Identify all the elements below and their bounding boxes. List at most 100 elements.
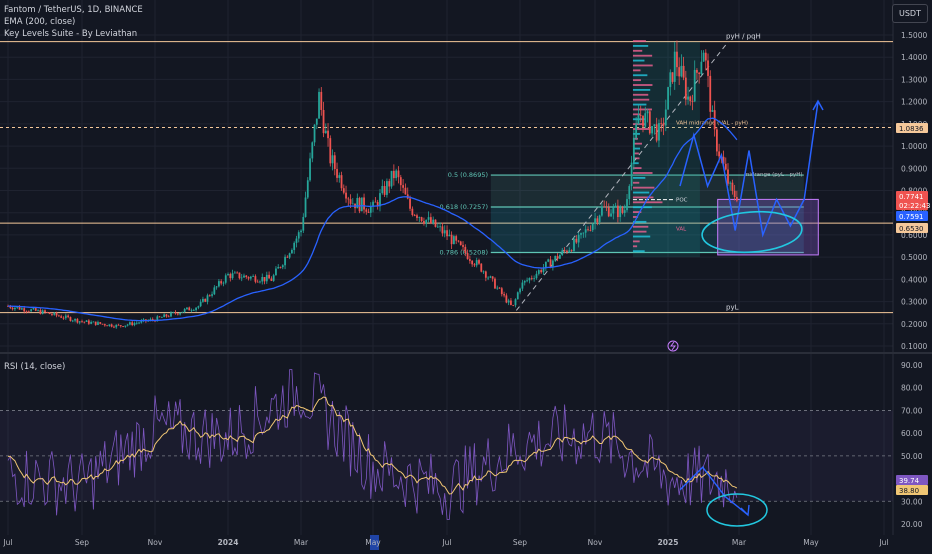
volume-bar <box>632 79 641 82</box>
candle-body <box>448 234 451 237</box>
candle-body <box>478 260 480 264</box>
candle-body <box>507 300 510 303</box>
candle-body <box>425 219 428 224</box>
candle-body <box>591 223 594 231</box>
candle-body <box>397 170 400 178</box>
candle-body <box>632 137 635 163</box>
annotation-pyH: pyH / pqH <box>726 33 761 41</box>
candle-body <box>676 51 678 68</box>
candle-body <box>172 312 175 313</box>
candle-body <box>381 186 384 194</box>
rsi-tag-label: 38.80 <box>899 487 919 495</box>
candle-body <box>707 60 709 76</box>
candle-body <box>55 312 58 316</box>
volume-bar <box>632 220 647 223</box>
candle-body <box>218 281 220 287</box>
candle-body <box>181 311 184 313</box>
candle-body <box>630 162 633 187</box>
candle-body <box>99 322 102 324</box>
candle-body <box>411 208 414 215</box>
price-tick-label: 0.1000 <box>901 342 927 351</box>
candle-body <box>484 271 487 278</box>
candle-body <box>351 203 354 205</box>
candle-body <box>41 310 44 314</box>
candle-body <box>202 298 204 302</box>
candle-body <box>498 287 501 289</box>
candle-body <box>516 292 519 300</box>
candle-body <box>601 206 603 216</box>
candle-body <box>580 233 582 235</box>
candle-body <box>254 276 257 282</box>
candle-body <box>423 221 425 224</box>
candle-body <box>418 217 421 218</box>
candle-body <box>293 242 296 250</box>
candle-body <box>718 151 721 157</box>
candle-body <box>240 277 243 279</box>
candle-body <box>315 118 318 125</box>
candle-body <box>140 320 143 323</box>
candle-body <box>568 250 571 253</box>
volume-bar <box>632 69 641 72</box>
candle-body <box>459 241 462 246</box>
price-tag-bg <box>896 123 928 133</box>
price-tick-label: 1.0000 <box>901 142 927 151</box>
candle-body <box>367 211 370 213</box>
volume-bar <box>632 128 651 130</box>
price-tick-label: 1.2000 <box>901 98 927 107</box>
volume-bar <box>632 59 645 62</box>
candle-body <box>621 207 624 213</box>
candle-body <box>500 288 503 295</box>
candle-body <box>126 324 129 326</box>
candle-body <box>231 273 234 279</box>
candle-body <box>108 324 111 327</box>
candle-body <box>386 181 388 195</box>
candle-body <box>628 186 631 200</box>
candle-body <box>256 281 259 283</box>
candle-body <box>78 321 81 323</box>
volume-bar <box>632 167 642 170</box>
candle-body <box>133 323 136 326</box>
candle-body <box>249 276 252 279</box>
candle-body <box>598 215 601 223</box>
candle-body <box>131 322 134 326</box>
candle-body <box>320 91 323 110</box>
candle-body <box>530 278 533 279</box>
ema-line <box>8 117 738 322</box>
candle-body <box>466 253 469 260</box>
candle-body <box>664 109 667 126</box>
currency-button[interactable]: USDT <box>892 4 928 23</box>
candle-body <box>60 316 63 318</box>
candle-body <box>57 315 60 317</box>
candle-body <box>297 232 300 239</box>
candle-body <box>9 306 12 308</box>
candle-body <box>547 259 550 262</box>
candle-body <box>163 314 166 318</box>
candle-body <box>434 219 437 227</box>
candle-body <box>704 52 707 61</box>
candle-body <box>281 265 284 268</box>
candle-body <box>215 286 218 288</box>
candle-body <box>151 319 154 321</box>
candle-body <box>195 307 197 311</box>
candle-body <box>342 188 345 193</box>
candle-body <box>333 155 336 169</box>
volume-bar <box>632 191 650 194</box>
rsi-tick-label: 50.00 <box>901 452 923 461</box>
annotation-fib_0618: 0.618 (0.7257) <box>440 203 489 211</box>
candle-body <box>491 276 494 279</box>
candle-body <box>69 317 72 321</box>
candle-body <box>540 270 543 273</box>
candle-body <box>684 77 687 100</box>
candle-body <box>62 317 65 319</box>
candle-body <box>494 278 496 289</box>
candle-body <box>722 156 725 164</box>
candle-body <box>482 271 485 273</box>
rsi-highlight-circle <box>706 493 768 527</box>
candle-body <box>300 230 302 233</box>
candle-body <box>489 276 492 278</box>
volume-bar <box>632 147 640 150</box>
candle-body <box>67 315 70 318</box>
candle-body <box>452 236 455 245</box>
